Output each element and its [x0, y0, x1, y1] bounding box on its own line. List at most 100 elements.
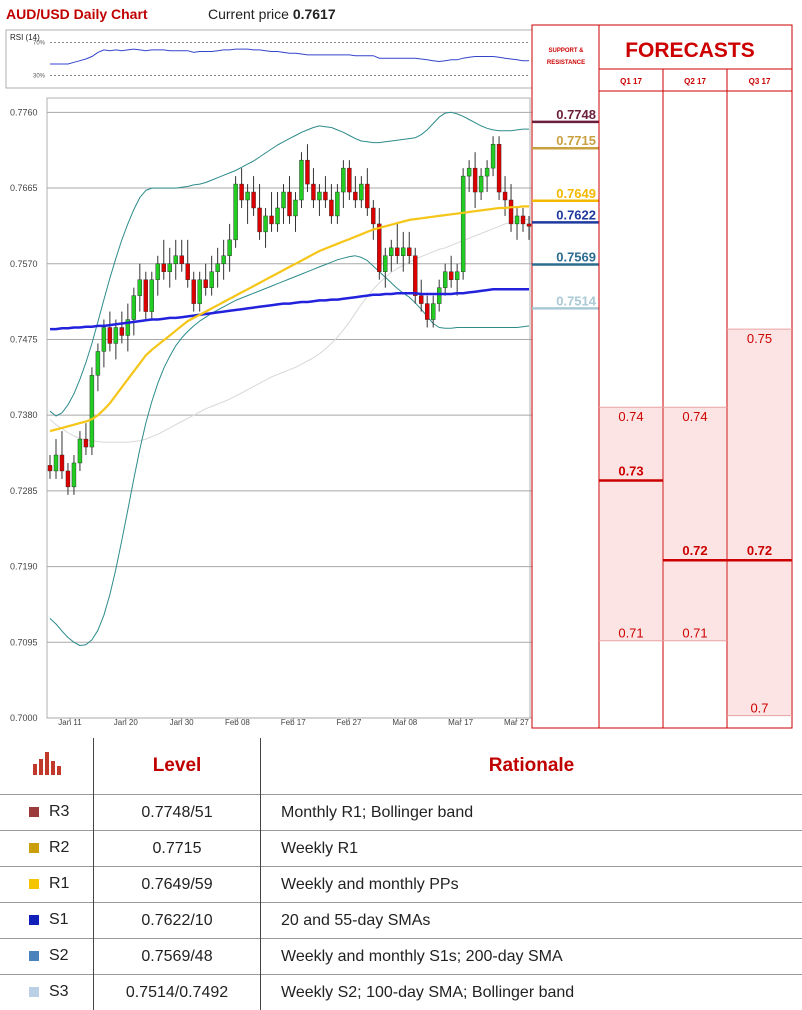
level-header: Level: [94, 738, 261, 795]
level-swatch: [29, 915, 39, 925]
candle-body: [156, 264, 160, 280]
level-name-cell: S3: [0, 975, 94, 1010]
x-tick-label: Jan 11: [58, 718, 82, 727]
y-tick-label: 0.7760: [10, 107, 38, 117]
level-name-cell: R3: [0, 795, 94, 831]
candle-body: [371, 208, 375, 224]
candle-body: [407, 248, 411, 256]
forecast-low-label: 0.71: [682, 626, 707, 641]
candle-body: [288, 192, 292, 216]
candle-body: [102, 328, 106, 352]
candle-body: [431, 304, 435, 320]
x-tick-label: Feb 08: [225, 718, 250, 727]
current-price-value: 0.7617: [293, 6, 336, 22]
rsi-tick-label: 30%: [33, 74, 46, 80]
candle-body: [186, 264, 190, 280]
sr-level-label: 0.7622: [556, 207, 596, 222]
candle-body: [264, 216, 268, 232]
candle-body: [443, 272, 447, 288]
forecast-range-band: [728, 329, 791, 716]
level-rationale: Weekly R1: [261, 831, 802, 867]
y-tick-label: 0.7665: [10, 183, 38, 193]
candle-body: [479, 176, 483, 192]
candle-body: [120, 328, 124, 336]
y-tick-label: 0.7380: [10, 410, 38, 420]
candle-body: [401, 248, 405, 256]
candle-body: [252, 192, 256, 208]
plot-area: [47, 98, 530, 718]
level-rationale: 20 and 55-day SMAs: [261, 903, 802, 939]
candle-body: [198, 280, 202, 304]
forecast-high-label: 0.74: [618, 409, 643, 424]
current-price: Current price 0.7617: [208, 6, 336, 22]
level-name: R1: [49, 875, 69, 892]
candle-body: [329, 200, 333, 216]
candle-body: [168, 264, 172, 272]
candle-body: [419, 296, 423, 304]
forecast-low-label: 0.71: [618, 626, 643, 641]
level-swatch: [29, 843, 39, 853]
level-swatch: [29, 879, 39, 889]
candle-body: [455, 272, 459, 280]
candle-body: [54, 455, 58, 471]
candle-body: [60, 455, 64, 471]
candle-body: [162, 264, 166, 272]
candle-body: [282, 192, 286, 208]
sr-header-line: RESISTANCE: [547, 60, 585, 66]
level-value: 0.7715: [94, 831, 261, 867]
forecast-range-band: [664, 407, 726, 640]
level-swatch: [29, 807, 39, 817]
candle-body: [515, 216, 519, 224]
candle-body: [210, 272, 214, 288]
x-tick-label: Feb 27: [337, 718, 362, 727]
chart-canvas: 0.77600.76650.75700.74750.73800.72850.71…: [0, 0, 802, 738]
forecast-median-label: 0.73: [618, 464, 643, 479]
candle-body: [359, 184, 363, 200]
candle-body: [180, 256, 184, 264]
candle-body: [48, 465, 52, 471]
level-swatch: [29, 987, 39, 997]
y-tick-label: 0.7190: [10, 562, 38, 572]
candle-body: [138, 280, 142, 296]
candle-body: [132, 296, 136, 320]
y-tick-label: 0.7285: [10, 486, 38, 496]
forecast-range-band: [600, 407, 662, 640]
candle-body: [347, 168, 351, 192]
level-name-cell: S1: [0, 903, 94, 939]
sr-level-label: 0.7748: [556, 107, 596, 122]
candle-body: [276, 208, 280, 224]
sr-level-label: 0.7715: [556, 133, 596, 148]
current-price-label: Current price: [208, 6, 289, 22]
rationale-header: Rationale: [261, 738, 802, 795]
y-tick-label: 0.7475: [10, 334, 38, 344]
candle-body: [461, 176, 465, 272]
candle-body: [234, 184, 238, 240]
bar-chart-icon: [0, 738, 94, 795]
level-name: S3: [49, 983, 69, 1000]
quarter-label: Q1 17: [620, 77, 642, 86]
sr-header-line: SUPPORT &: [548, 48, 584, 54]
level-value: 0.7748/51: [94, 795, 261, 831]
x-tick-label: Mar 08: [392, 718, 417, 727]
quarter-label: Q3 17: [749, 77, 771, 86]
candle-body: [72, 463, 76, 487]
candle-body: [425, 304, 429, 320]
candle-body: [341, 168, 345, 192]
candle-body: [108, 328, 112, 344]
level-rationale: Weekly S2; 100-day SMA; Bollinger band: [261, 975, 802, 1010]
x-tick-label: Feb 17: [281, 718, 306, 727]
candle-body: [84, 439, 88, 447]
sr-level-label: 0.7514: [556, 293, 597, 308]
sr-level-label: 0.7649: [556, 186, 596, 201]
level-swatch: [29, 951, 39, 961]
candle-body: [521, 216, 525, 224]
sr-level-label: 0.7569: [556, 250, 596, 265]
level-name: R3: [49, 803, 69, 820]
level-name: S2: [49, 947, 69, 964]
candle-body: [144, 280, 148, 312]
candle-body: [311, 184, 315, 200]
candle-body: [491, 144, 495, 168]
